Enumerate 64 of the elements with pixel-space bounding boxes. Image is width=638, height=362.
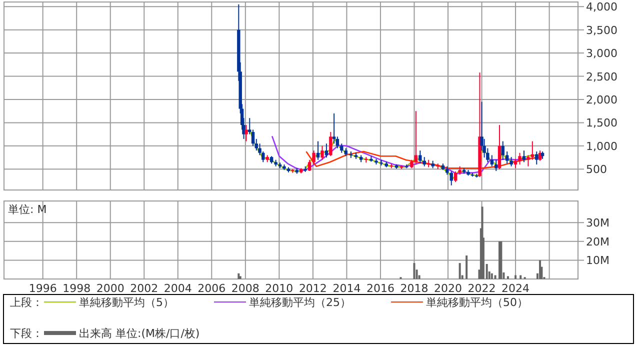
y-tick-label: 3,500: [586, 24, 618, 37]
candlestick: [308, 159, 312, 172]
x-tick-label: 2008: [231, 282, 260, 295]
y-tick-label: 1,000: [586, 140, 618, 153]
candlestick: [340, 143, 344, 154]
y-tick-label: 1,500: [586, 116, 618, 130]
bar: [466, 256, 468, 279]
x-tick-label: 2018: [400, 282, 428, 295]
y-tick-label: 500: [586, 163, 607, 176]
candlestick: [498, 124, 502, 170]
bar: [413, 263, 416, 279]
x-tick-label: 1996: [28, 282, 57, 295]
candlestick: [312, 150, 316, 165]
candlestick: [526, 154, 530, 167]
x-tick-label: 2010: [265, 282, 294, 295]
candlestick: [414, 110, 418, 165]
legend-label: 単純移動平均（5）: [79, 296, 174, 309]
bar: [239, 276, 242, 279]
candlestick: [418, 150, 422, 164]
candlestick: [324, 143, 328, 158]
x-tick-label: 1998: [62, 282, 91, 295]
bar: [238, 273, 240, 279]
y-tick-label: 2,000: [586, 93, 618, 106]
x-tick-label: 2020: [434, 282, 462, 295]
candlestick: [329, 131, 332, 157]
line-series: [271, 136, 544, 174]
x-tick-label: 2000: [96, 282, 124, 295]
candlestick: [501, 140, 504, 160]
candlestick: [518, 152, 522, 165]
bar: [458, 263, 461, 279]
bar: [514, 275, 517, 279]
y-tick-label: 10M: [586, 254, 610, 268]
x-tick-label: 2016: [366, 282, 394, 295]
legend-label: 単純移動平均（25）: [249, 296, 351, 309]
legend-label: 出来高 単位:(M株/口/枚): [79, 327, 200, 340]
y-tick-label: 30M: [586, 216, 610, 230]
candlestick: [244, 124, 248, 142]
annotation: 単位: M: [8, 203, 47, 216]
bar: [490, 273, 493, 279]
bar: [494, 275, 496, 279]
candlestick: [316, 140, 320, 160]
x-tick-label: 2002: [130, 282, 158, 295]
legend-title: 下段：: [10, 327, 43, 340]
candlestick: [490, 154, 494, 167]
x-tick-label: 2012: [298, 282, 327, 295]
x-tick-label: 2014: [332, 282, 361, 295]
bar: [506, 276, 509, 279]
x-tick-label: 2022: [468, 282, 496, 295]
candlestick: [535, 150, 538, 165]
y-tick-label: 20M: [586, 235, 610, 248]
candlestick: [505, 150, 509, 164]
candlestick: [320, 145, 324, 160]
x-tick-label: 2024: [502, 282, 530, 295]
bar: [520, 275, 522, 279]
legend-title: 上段：: [10, 296, 43, 309]
legend-label: 単純移動平均（50）: [426, 296, 528, 309]
candlestick: [332, 112, 336, 144]
x-tick-label: 2006: [198, 282, 226, 295]
candlestick: [522, 150, 526, 163]
y-tick-label: 2,500: [586, 70, 618, 84]
y-tick-label: 3,000: [586, 47, 618, 60]
x-tick-label: 2004: [164, 282, 192, 295]
y-tick-label: 4,000: [586, 0, 618, 14]
candlestick: [510, 156, 513, 167]
